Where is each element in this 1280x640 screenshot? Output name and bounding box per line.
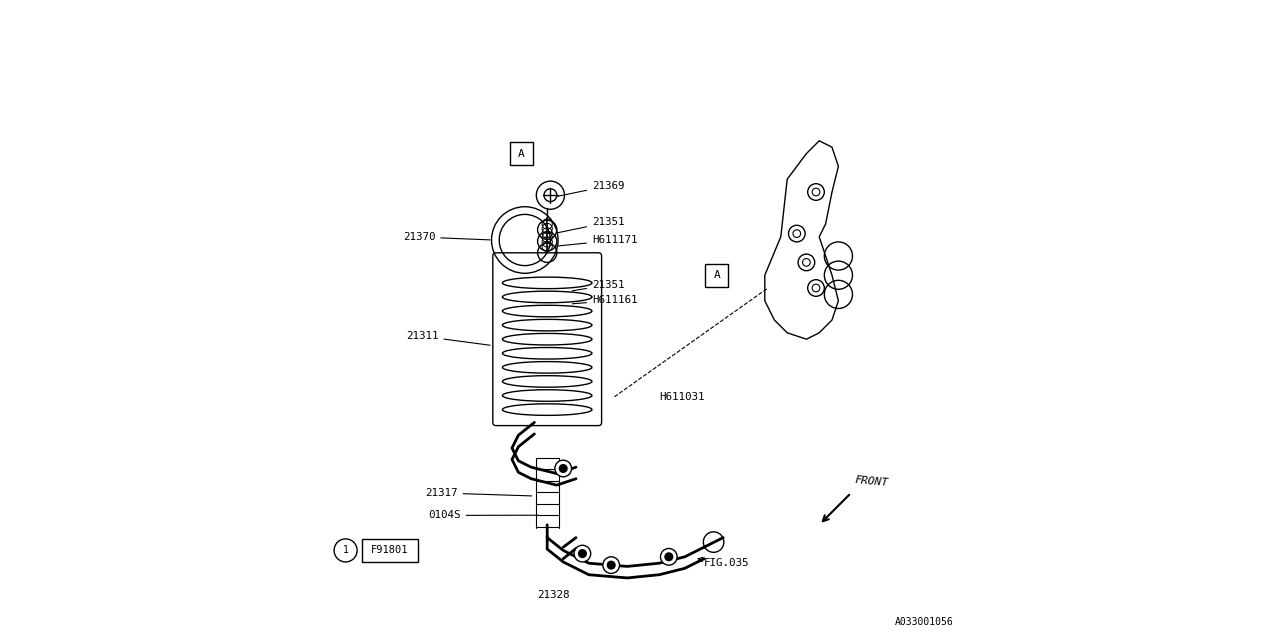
Text: FRONT: FRONT bbox=[855, 476, 888, 488]
Text: A033001056: A033001056 bbox=[895, 617, 954, 627]
Text: 21311: 21311 bbox=[406, 332, 490, 345]
Circle shape bbox=[556, 460, 572, 477]
Circle shape bbox=[666, 553, 673, 561]
Circle shape bbox=[573, 545, 591, 562]
Circle shape bbox=[559, 465, 567, 472]
Text: H611031: H611031 bbox=[659, 392, 705, 402]
Circle shape bbox=[579, 550, 586, 557]
Text: 21370: 21370 bbox=[403, 232, 490, 242]
Text: H611171: H611171 bbox=[557, 236, 637, 246]
Circle shape bbox=[603, 557, 620, 573]
Circle shape bbox=[608, 561, 616, 569]
Text: 0104S: 0104S bbox=[429, 511, 538, 520]
Text: 21369: 21369 bbox=[557, 180, 625, 196]
Circle shape bbox=[660, 548, 677, 565]
Text: F91801: F91801 bbox=[371, 545, 408, 556]
Text: 21317: 21317 bbox=[425, 488, 531, 498]
Text: A: A bbox=[518, 148, 525, 159]
Bar bbox=[362, 539, 417, 562]
Text: A: A bbox=[713, 270, 721, 280]
Text: 21351: 21351 bbox=[557, 218, 625, 233]
Text: 21328: 21328 bbox=[538, 590, 570, 600]
Text: H611161: H611161 bbox=[572, 296, 637, 305]
Text: FIG.035: FIG.035 bbox=[698, 557, 750, 568]
Text: 1: 1 bbox=[343, 545, 348, 556]
Text: 21351: 21351 bbox=[572, 280, 625, 291]
FancyBboxPatch shape bbox=[705, 264, 728, 287]
FancyBboxPatch shape bbox=[509, 142, 534, 165]
